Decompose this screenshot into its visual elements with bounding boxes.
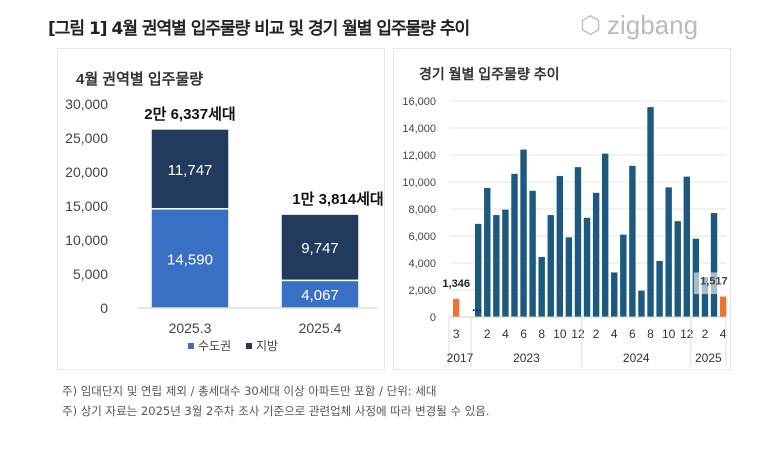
y-tick-label: 0 (430, 312, 436, 324)
bar (683, 176, 691, 317)
total-label: 1만 3,814세대 (292, 191, 383, 208)
bar (502, 209, 509, 317)
bar (547, 215, 554, 317)
y-tick-label: 8,000 (408, 204, 436, 216)
bar (529, 190, 536, 317)
bar (475, 223, 482, 317)
gap-marker: ... (472, 300, 482, 314)
x-tick-label: 2025.4 (299, 320, 342, 336)
bar (620, 234, 627, 317)
chart-title: 경기 월별 입주물량 추이 (419, 66, 559, 82)
bar (574, 167, 582, 317)
y-tick-label: 20,000 (65, 164, 108, 180)
x-tick-label: 2 (593, 327, 600, 341)
value-label: 1,517 (700, 276, 728, 288)
y-tick-label: 15,000 (65, 198, 108, 214)
regional-chart: 4월 권역별 입주물량 0 5,000 10,000 15,000 20,000 25,00… (65, 70, 384, 353)
bar (592, 192, 600, 317)
y-tick-label: 2,000 (408, 285, 436, 297)
value-label: 1,346 (442, 278, 470, 290)
y-tick-label: 10,000 (402, 177, 436, 189)
x-tick-label: 8 (647, 327, 654, 341)
bar (583, 217, 591, 317)
bar (647, 107, 654, 317)
legend-label: 지방 (256, 339, 278, 353)
bar (611, 272, 618, 317)
x-tick-label: 2 (484, 327, 491, 341)
bar (665, 187, 672, 317)
bar (484, 188, 491, 317)
y-tick-label: 12,000 (402, 150, 436, 162)
x-tick-label: 4 (502, 327, 509, 341)
bar (701, 277, 709, 317)
bar (656, 260, 663, 317)
x-tick-label: 3 (453, 327, 460, 341)
value-label: 9,747 (301, 240, 339, 257)
bar (674, 221, 681, 317)
year-label: 2023 (513, 351, 540, 365)
chart-title: 4월 권역별 입주물량 (76, 70, 203, 88)
bar (565, 237, 573, 317)
bar (511, 173, 518, 317)
y-tick-label: 6,000 (408, 231, 436, 243)
zigbang-logo: ⬡ zigbang (580, 10, 699, 40)
x-tick-label: 2025.3 (169, 320, 212, 336)
figure-title: [그림 1] 4월 권역별 입주물량 비교 및 경기 월별 입주물량 추이 (48, 19, 470, 39)
year-label: 2024 (623, 351, 650, 365)
x-tick-label: 10 (662, 327, 676, 341)
bar (520, 149, 527, 317)
x-tick-label: 10 (553, 327, 567, 341)
bar (710, 213, 718, 317)
year-label: 2025 (695, 351, 722, 365)
legend-label: 수도권 (198, 339, 231, 353)
y-tick-label: 4,000 (408, 258, 436, 270)
right-panel: 경기 월별 입주물량 추이 0 2,000 4,000 6,000 8,000 10,000… (393, 48, 731, 370)
value-label: 4,067 (301, 287, 339, 304)
label-background (693, 272, 730, 295)
footnote-1: 주) 임대단지 및 연립 제외 / 총세대수 30세대 이상 아파트만 포함 /… (62, 384, 437, 398)
logo-icon: ⬡ (580, 12, 601, 39)
bar (453, 298, 460, 317)
x-tick-label: 6 (629, 327, 636, 341)
left-panel: 4월 권역별 입주물량 0 5,000 10,000 15,000 20,000 25,00… (57, 48, 385, 370)
y-tick-label: 5,000 (73, 266, 108, 282)
bar (629, 165, 636, 317)
bar (638, 290, 645, 317)
bar (556, 175, 564, 317)
value-label: 11,747 (168, 162, 213, 179)
year-label: 2017 (447, 351, 474, 365)
total-label: 2만 6,337세대 (144, 106, 235, 123)
y-tick-label: 16,000 (402, 96, 436, 108)
bar-수도권 (150, 208, 230, 309)
bar (601, 153, 609, 317)
bar (493, 215, 500, 317)
x-tick-label: 6 (520, 327, 527, 341)
y-tick-label: 10,000 (65, 232, 108, 248)
legend-swatch (188, 343, 194, 349)
x-tick-label: 4 (611, 327, 618, 341)
bar (719, 296, 727, 317)
bar-지방 (280, 213, 360, 282)
x-tick-label: 8 (538, 327, 545, 341)
legend-swatch (246, 343, 252, 349)
value-label: 14,590 (167, 251, 213, 268)
y-tick-label: 25,000 (65, 130, 108, 146)
x-tick-label: 2 (702, 327, 709, 341)
x-tick-label: 12 (680, 327, 694, 341)
bar (538, 256, 545, 317)
y-tick-label: 14,000 (402, 123, 436, 135)
x-tick-label: 12 (571, 327, 585, 341)
x-tick-label: 4 (720, 327, 727, 341)
y-tick-label: 30,000 (65, 96, 108, 112)
footnote-2: 주) 상기 자료는 2025년 3월 2주차 조사 기준으로 관련업체 사정에 … (62, 404, 490, 418)
y-tick-label: 0 (100, 300, 108, 316)
monthly-chart: 경기 월별 입주물량 추이 0 2,000 4,000 6,000 8,000 10,000… (402, 66, 730, 367)
bar-지방 (150, 128, 230, 210)
